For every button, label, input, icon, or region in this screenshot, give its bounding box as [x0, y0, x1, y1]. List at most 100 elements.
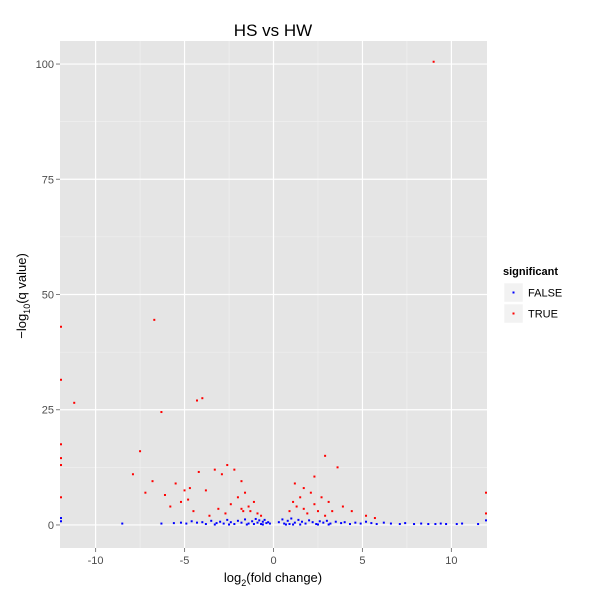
- point-false: [300, 520, 303, 523]
- point-false: [258, 519, 261, 522]
- point-false: [215, 522, 218, 525]
- plot-area: [60, 41, 487, 548]
- point-false: [121, 522, 124, 525]
- point-false: [318, 520, 321, 523]
- point-true: [139, 450, 142, 453]
- point-false: [293, 521, 296, 524]
- point-true: [313, 475, 316, 478]
- point-true: [163, 494, 166, 496]
- point-false: [461, 522, 464, 525]
- point-false: [427, 523, 430, 526]
- point-false: [283, 522, 286, 525]
- point-true: [236, 496, 239, 499]
- point-false: [354, 521, 357, 524]
- point-true: [151, 480, 154, 483]
- point-false: [334, 520, 337, 523]
- point-false: [185, 522, 188, 525]
- point-true: [247, 505, 250, 508]
- y-tick-label: 100: [36, 59, 54, 71]
- point-false: [304, 522, 307, 525]
- point-true: [192, 510, 195, 513]
- point-true: [260, 514, 263, 517]
- point-false: [329, 522, 332, 525]
- point-false: [247, 522, 250, 525]
- point-false: [290, 517, 293, 520]
- point-true: [302, 507, 305, 510]
- point-true: [183, 489, 186, 492]
- point-true: [331, 510, 334, 513]
- point-false: [236, 519, 239, 522]
- legend-label: FALSE: [528, 288, 562, 300]
- legend-swatch: [512, 291, 515, 294]
- point-true: [365, 514, 368, 517]
- y-tick-label: 25: [42, 405, 54, 417]
- x-axis-title: log2(fold change): [224, 570, 322, 588]
- point-true: [432, 60, 435, 63]
- point-false: [265, 522, 268, 525]
- point-false: [311, 521, 314, 524]
- x-tick-label: 10: [445, 555, 457, 567]
- point-false: [299, 523, 302, 526]
- x-tick-label: -5: [180, 555, 190, 567]
- point-true: [197, 470, 200, 473]
- point-false: [240, 521, 243, 524]
- point-true: [324, 454, 327, 457]
- point-true: [201, 397, 204, 400]
- point-false: [288, 523, 291, 526]
- point-true: [153, 318, 156, 321]
- x-axis-title-subscript: 2: [241, 578, 246, 588]
- legend-entries: FALSE TRUE: [503, 282, 562, 324]
- point-true: [174, 482, 177, 485]
- point-true: [256, 512, 259, 515]
- series-false: [60, 517, 487, 526]
- point-true: [73, 401, 76, 404]
- point-true: [226, 464, 229, 467]
- chart-title: HS vs HW: [234, 21, 312, 40]
- point-false: [210, 519, 213, 522]
- point-true: [252, 500, 255, 503]
- point-true: [302, 487, 305, 490]
- point-false: [322, 521, 325, 524]
- point-false: [201, 521, 204, 524]
- point-true: [240, 507, 243, 510]
- point-true: [229, 503, 232, 506]
- x-tick-label: -10: [88, 555, 104, 567]
- point-false: [172, 522, 175, 525]
- x-tick-label: 5: [359, 555, 365, 567]
- point-true: [240, 480, 243, 483]
- y-axis-title-subscript: 10: [22, 304, 32, 314]
- y-axis-title: −log10(q value): [14, 253, 32, 339]
- point-false: [213, 523, 216, 526]
- point-false: [284, 523, 287, 526]
- series-true: [60, 60, 487, 520]
- point-true: [60, 443, 62, 446]
- legend-title: significant: [503, 266, 558, 278]
- point-true: [336, 466, 339, 469]
- point-false: [382, 521, 385, 524]
- point-true: [341, 505, 344, 508]
- point-false: [325, 519, 328, 522]
- point-true: [299, 496, 302, 499]
- point-true: [217, 507, 220, 510]
- point-false: [292, 523, 295, 526]
- y-tick-label: 75: [42, 174, 54, 186]
- point-true: [313, 503, 316, 506]
- point-true: [288, 510, 291, 513]
- point-false: [286, 519, 289, 522]
- point-false: [160, 522, 163, 525]
- x-axis: -10 -5 0 5 10: [88, 548, 458, 567]
- point-true: [204, 489, 207, 492]
- point-true: [187, 498, 190, 501]
- point-false: [477, 523, 480, 526]
- y-tick-label: 50: [42, 290, 54, 302]
- point-true: [249, 510, 252, 513]
- point-false: [315, 523, 318, 526]
- point-true: [208, 514, 211, 517]
- x-axis-title-suffix: (fold change): [246, 570, 322, 585]
- point-true: [242, 510, 245, 513]
- point-false: [267, 521, 270, 524]
- point-false: [413, 523, 416, 526]
- point-true: [60, 464, 62, 467]
- point-true: [292, 500, 295, 503]
